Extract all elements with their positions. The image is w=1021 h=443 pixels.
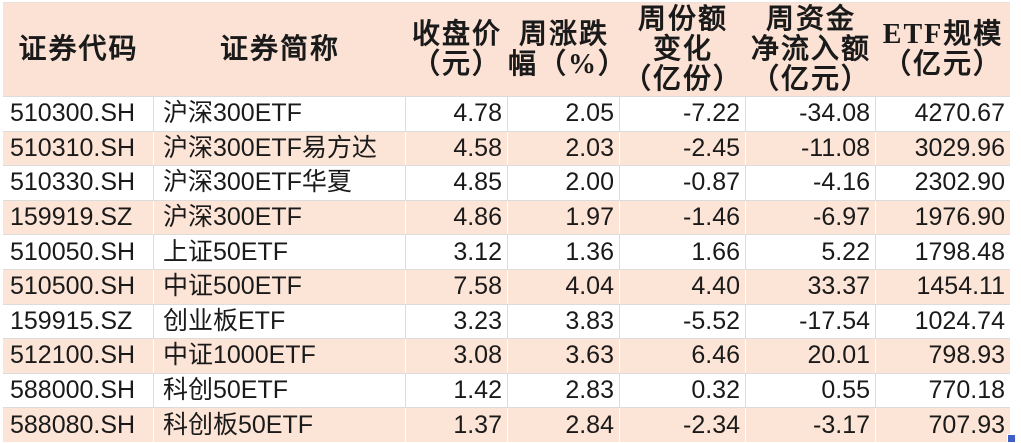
cell-code[interactable]: 510300.SH bbox=[3, 97, 154, 131]
cell-close-price[interactable]: 1.37 bbox=[406, 408, 508, 442]
cell-weekly-share-change[interactable]: 4.40 bbox=[620, 269, 746, 304]
cell-code[interactable]: 510050.SH bbox=[3, 235, 154, 269]
cell-weekly-net-inflow[interactable]: -34.08 bbox=[746, 97, 876, 131]
table-row: 159915.SZ 创业板ETF 3.23 3.83 -5.52 -17.54 1024.7… bbox=[3, 304, 1010, 340]
cell-weekly-net-inflow[interactable]: -4.16 bbox=[746, 166, 876, 200]
col-header-weekly-change[interactable]: 周涨跌 幅（%） bbox=[508, 18, 629, 80]
cell-name[interactable]: 沪深300ETF易方达 bbox=[154, 131, 406, 166]
cell-weekly-net-inflow[interactable]: -17.54 bbox=[746, 304, 876, 339]
cell-weekly-change[interactable]: 2.05 bbox=[508, 97, 620, 131]
cell-code[interactable]: 512100.SH bbox=[3, 339, 154, 373]
cell-weekly-change[interactable]: 2.83 bbox=[508, 373, 620, 408]
cell-close-price[interactable]: 4.85 bbox=[406, 166, 508, 200]
cell-etf-scale[interactable]: 707.93 bbox=[928, 410, 1005, 439]
cell-etf-scale[interactable]: 4270.67 bbox=[914, 99, 1005, 128]
cell-weekly-change[interactable]: 2.03 bbox=[508, 131, 620, 166]
cell-code[interactable]: 159919.SZ bbox=[3, 200, 154, 235]
col-header-code[interactable]: 证券代码 bbox=[18, 33, 139, 65]
cell-close-price[interactable]: 1.42 bbox=[406, 373, 508, 408]
cell-etf-scale[interactable]: 3029.96 bbox=[914, 133, 1005, 162]
table-row: 588080.SH 科创板50ETF 1.37 2.84 -2.34 -3.17 707.9… bbox=[3, 408, 1010, 442]
table-row: 510310.SH 沪深300ETF易方达 4.58 2.03 -2.45 -11.08 3… bbox=[3, 131, 1010, 167]
cell-weekly-change[interactable]: 3.63 bbox=[508, 339, 620, 373]
cell-etf-scale[interactable]: 1976.90 bbox=[914, 203, 1005, 232]
cell-etf-scale[interactable]: 1024.74 bbox=[914, 306, 1005, 335]
cell-code[interactable]: 159915.SZ bbox=[3, 304, 154, 339]
cell-weekly-share-change[interactable]: 6.46 bbox=[620, 339, 746, 373]
cell-weekly-net-inflow[interactable]: -11.08 bbox=[746, 131, 876, 166]
col-header-weekly-net-inflow[interactable]: 周资金 净流入额 （亿元） bbox=[750, 3, 871, 95]
table-row: 510330.SH 沪深300ETF华夏 4.85 2.00 -0.87 -4.16 230… bbox=[3, 166, 1010, 201]
etf-table: 证券代码 证券简称 收盘价 （元） 周涨跌 幅（%） 周份额 变化 （亿份） 周资金 净流… bbox=[3, 2, 1010, 442]
cell-weekly-share-change[interactable]: -7.22 bbox=[620, 97, 746, 131]
col-header-etf-scale[interactable]: ETF规模 （亿元） bbox=[882, 18, 1004, 80]
cell-weekly-net-inflow[interactable]: 5.22 bbox=[746, 235, 876, 269]
cell-etf-scale[interactable]: 1798.48 bbox=[914, 237, 1005, 266]
col-header-name[interactable]: 证券简称 bbox=[219, 33, 340, 65]
cell-name[interactable]: 科创50ETF bbox=[154, 373, 406, 408]
cell-weekly-share-change[interactable]: -2.45 bbox=[620, 131, 746, 166]
cell-name[interactable]: 沪深300ETF bbox=[154, 97, 406, 131]
cell-name[interactable]: 沪深300ETF bbox=[154, 200, 406, 235]
cell-weekly-net-inflow[interactable]: -3.17 bbox=[746, 408, 876, 442]
cell-close-price[interactable]: 3.12 bbox=[406, 235, 508, 269]
table-row: 512100.SH 中证1000ETF 3.08 3.63 6.46 20.01 798.9… bbox=[3, 339, 1010, 374]
cell-code[interactable]: 510500.SH bbox=[3, 269, 154, 304]
cell-etf-scale[interactable]: 798.93 bbox=[928, 341, 1005, 370]
cell-etf-scale[interactable]: 2302.90 bbox=[914, 168, 1005, 197]
col-header-close-price[interactable]: 收盘价 （元） bbox=[411, 18, 502, 80]
cell-etf-scale[interactable]: 770.18 bbox=[928, 376, 1005, 405]
cell-weekly-net-inflow[interactable]: -6.97 bbox=[746, 200, 876, 235]
table-row: 510500.SH 中证500ETF 7.58 4.04 4.40 33.37 1454.1… bbox=[3, 269, 1010, 305]
cell-close-price[interactable]: 4.86 bbox=[406, 200, 508, 235]
cell-weekly-net-inflow[interactable]: 0.55 bbox=[746, 373, 876, 408]
cell-code[interactable]: 510310.SH bbox=[3, 131, 154, 166]
cell-weekly-net-inflow[interactable]: 20.01 bbox=[746, 339, 876, 373]
table-body: 510300.SH 沪深300ETF 4.78 2.05 -7.22 -34.08 4270… bbox=[3, 97, 1010, 442]
cell-name[interactable]: 创业板ETF bbox=[154, 304, 406, 339]
cell-code[interactable]: 588000.SH bbox=[3, 373, 154, 408]
cell-weekly-change[interactable]: 2.00 bbox=[508, 166, 620, 200]
cell-weekly-share-change[interactable]: -0.87 bbox=[620, 166, 746, 200]
cell-weekly-share-change[interactable]: -1.46 bbox=[620, 200, 746, 235]
cell-code[interactable]: 588080.SH bbox=[3, 408, 154, 442]
cell-close-price[interactable]: 7.58 bbox=[406, 269, 508, 304]
cell-weekly-change[interactable]: 4.04 bbox=[508, 269, 620, 304]
table-header-row: 证券代码 证券简称 收盘价 （元） 周涨跌 幅（%） 周份额 变化 （亿份） 周资金 净流… bbox=[3, 2, 1010, 97]
cell-weekly-share-change[interactable]: -5.52 bbox=[620, 304, 746, 339]
cell-weekly-share-change[interactable]: 0.32 bbox=[620, 373, 746, 408]
cell-name[interactable]: 中证1000ETF bbox=[154, 339, 406, 373]
cell-weekly-net-inflow[interactable]: 33.37 bbox=[746, 269, 876, 304]
cell-weekly-share-change[interactable]: 1.66 bbox=[620, 235, 746, 269]
table-row: 510300.SH 沪深300ETF 4.78 2.05 -7.22 -34.08 4270… bbox=[3, 97, 1010, 132]
cell-close-price[interactable]: 4.78 bbox=[406, 97, 508, 131]
cell-name[interactable]: 科创板50ETF bbox=[154, 408, 406, 442]
cell-weekly-share-change[interactable]: -2.34 bbox=[620, 408, 746, 442]
selection-fill-handle-icon[interactable] bbox=[1007, 434, 1015, 442]
table-row: 510050.SH 上证50ETF 3.12 1.36 1.66 5.22 1798.48 bbox=[3, 235, 1010, 270]
cell-etf-scale[interactable]: 1454.11 bbox=[916, 272, 1005, 301]
col-header-weekly-share-change[interactable]: 周份额 变化 （亿份） bbox=[622, 3, 743, 95]
cell-name[interactable]: 沪深300ETF华夏 bbox=[154, 166, 406, 200]
cell-weekly-change[interactable]: 2.84 bbox=[508, 408, 620, 442]
cell-code[interactable]: 510330.SH bbox=[3, 166, 154, 200]
cell-close-price[interactable]: 3.08 bbox=[406, 339, 508, 373]
cell-name[interactable]: 上证50ETF bbox=[154, 235, 406, 269]
cell-weekly-change[interactable]: 3.83 bbox=[508, 304, 620, 339]
table-row: 588000.SH 科创50ETF 1.42 2.83 0.32 0.55 770.18 bbox=[3, 373, 1010, 409]
cell-weekly-change[interactable]: 1.97 bbox=[508, 200, 620, 235]
cell-name[interactable]: 中证500ETF bbox=[154, 269, 406, 304]
cell-close-price[interactable]: 4.58 bbox=[406, 131, 508, 166]
cell-close-price[interactable]: 3.23 bbox=[406, 304, 508, 339]
cell-weekly-change[interactable]: 1.36 bbox=[508, 235, 620, 269]
table-row: 159919.SZ 沪深300ETF 4.86 1.97 -1.46 -6.97 1976.… bbox=[3, 200, 1010, 236]
